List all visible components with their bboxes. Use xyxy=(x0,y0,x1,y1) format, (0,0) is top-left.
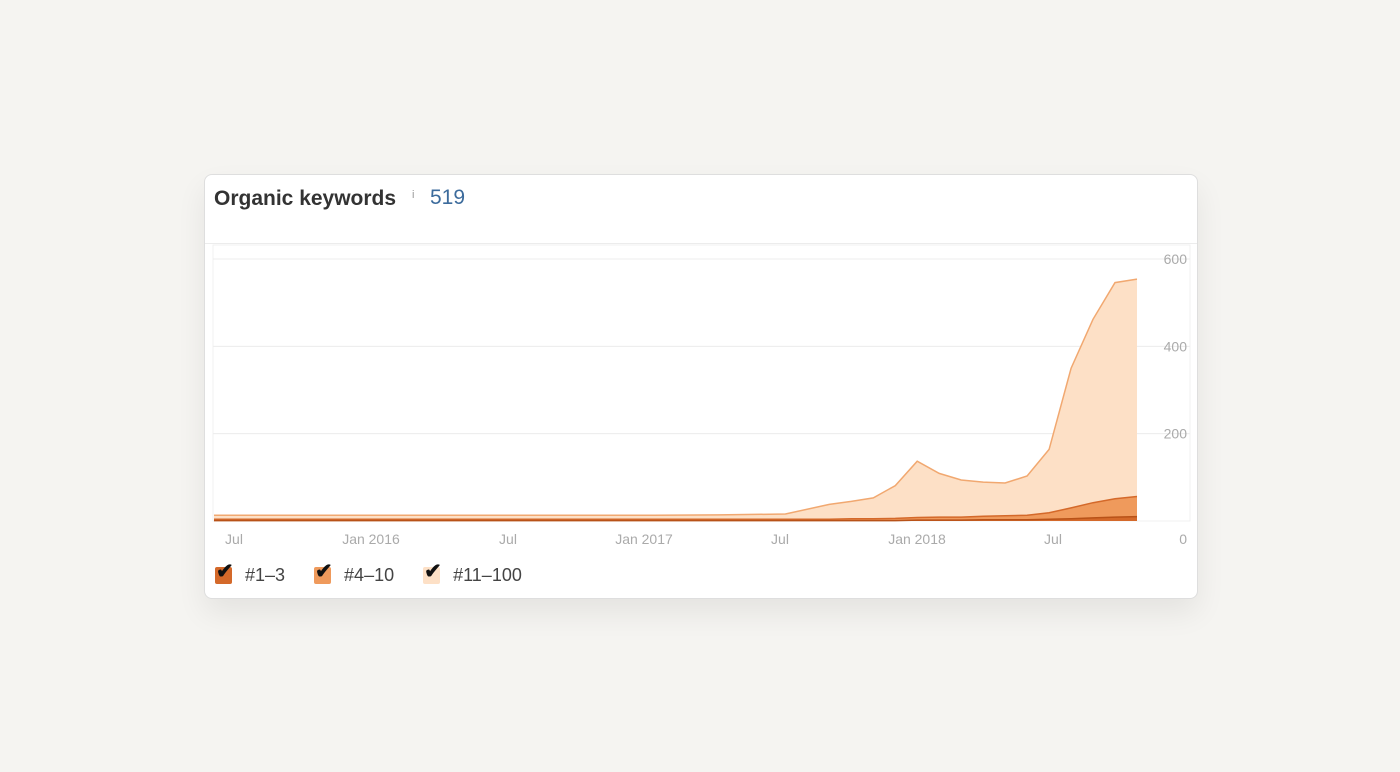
y-tick-label: 0 xyxy=(1179,531,1187,547)
legend-item[interactable]: ✔ #11–100 xyxy=(423,561,522,586)
info-icon[interactable]: i xyxy=(412,189,415,201)
line-series-1-3 xyxy=(214,515,1138,522)
x-tick-label: Jul xyxy=(499,531,517,547)
organic-keywords-widget: Organic keywords i 519 Jul Jan 2016 Jul Jan… xyxy=(204,174,1198,599)
x-tick-label: Jul xyxy=(1044,531,1062,547)
legend-checkbox[interactable]: ✔ xyxy=(215,561,234,584)
legend-label: #4–10 xyxy=(344,564,395,585)
x-tick-label: Jan 2017 xyxy=(615,531,673,547)
legend-checkbox[interactable]: ✔ xyxy=(314,561,333,584)
legend-checkbox[interactable]: ✔ xyxy=(423,561,442,584)
legend-label: #11–100 xyxy=(453,564,522,585)
legend-item[interactable]: ✔ #4–10 xyxy=(314,561,395,586)
area-series-1-3 xyxy=(214,516,1137,521)
check-icon: ✔ xyxy=(424,559,442,583)
widget-header: Organic keywords i 519 xyxy=(205,175,1197,244)
keywords-area-chart: Jul Jan 2016 Jul Jan 2017 Jul Jan 2018 Jul 0 200… xyxy=(212,244,1191,547)
check-icon: ✔ xyxy=(216,559,234,583)
keyword-count[interactable]: 519 xyxy=(430,186,466,209)
y-tick-label: 200 xyxy=(1164,426,1188,442)
legend-label: #1–3 xyxy=(245,564,286,585)
check-icon: ✔ xyxy=(315,559,333,583)
y-tick-label: 400 xyxy=(1164,338,1188,354)
line-series-11-100 xyxy=(214,278,1138,517)
x-tick-label: Jul xyxy=(225,531,243,547)
x-tick-label: Jan 2016 xyxy=(342,531,400,547)
area-series-11-100 xyxy=(214,279,1137,520)
x-tick-label: Jan 2018 xyxy=(888,531,946,547)
legend-item[interactable]: ✔ #1–3 xyxy=(215,561,286,586)
x-tick-label: Jul xyxy=(771,531,789,547)
chart-legend: ✔ #1–3 ✔ #4–10 ✔ #11–100 xyxy=(215,561,551,587)
area-series-4-10 xyxy=(214,496,1137,521)
y-tick-label: 600 xyxy=(1164,251,1188,267)
line-series-4-10 xyxy=(214,495,1138,521)
widget-title: Organic keywords xyxy=(214,187,397,210)
